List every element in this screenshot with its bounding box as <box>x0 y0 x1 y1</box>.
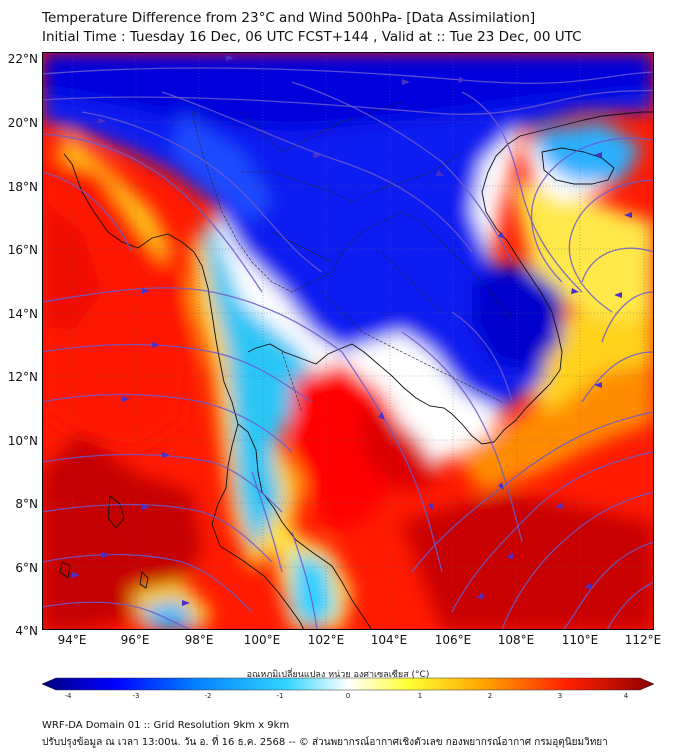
lon-label-110: 110°E <box>561 633 599 647</box>
lon-label-98: 98°E <box>184 633 214 647</box>
colorbar-tick: -2 <box>204 692 212 700</box>
map-frame <box>42 52 654 630</box>
colorbar-gradient <box>42 677 654 691</box>
temperature-field <box>42 52 654 630</box>
colorbar-tick: -1 <box>276 692 284 700</box>
lat-label-16: 16°N <box>7 243 38 257</box>
colorbar-tick: 4 <box>623 692 629 700</box>
colorbar-label: อุณหภูมิเปลี่ยนแปลง หน่วย องศาเซลเซียส (… <box>246 670 430 680</box>
lat-label-12: 12°N <box>7 370 38 384</box>
lon-label-102: 102°E <box>307 633 345 647</box>
lon-label-104: 104°E <box>370 633 408 647</box>
lat-label-18: 18°N <box>7 180 38 194</box>
footer-update-info: ปรับปรุงข้อมูล ณ เวลา 13:00น. วัน อ. ที่… <box>42 737 608 748</box>
colorbar-tick: 0 <box>345 692 351 700</box>
colorbar-tick: -3 <box>132 692 140 700</box>
lon-label-108: 108°E <box>497 633 535 647</box>
colorbar <box>42 677 654 691</box>
map-title: Temperature Difference from 23°C and Win… <box>42 10 536 26</box>
graticule <box>42 52 654 630</box>
wind-arrows <box>72 55 632 606</box>
lat-label-4: 4°N <box>15 624 38 638</box>
colorbar-tick: 1 <box>417 692 423 700</box>
colorbar-tick: 2 <box>487 692 493 700</box>
lat-label-10: 10°N <box>7 434 38 448</box>
lon-label-112: 112°E <box>624 633 662 647</box>
coastlines <box>59 111 654 630</box>
lon-label-96: 96°E <box>120 633 150 647</box>
footer-domain-info: WRF-DA Domain 01 :: Grid Resolution 9km … <box>42 720 290 731</box>
lat-label-8: 8°N <box>15 497 38 511</box>
lat-label-6: 6°N <box>15 561 38 575</box>
lon-label-106: 106°E <box>434 633 472 647</box>
lat-label-22: 22°N <box>7 52 38 66</box>
colorbar-tick: -4 <box>64 692 72 700</box>
lon-label-100: 100°E <box>243 633 281 647</box>
lon-label-94: 94°E <box>57 633 87 647</box>
wind-streamlines <box>42 67 654 630</box>
lat-label-20: 20°N <box>7 116 38 130</box>
map-subtitle: Initial Time : Tuesday 16 Dec, 06 UTC FC… <box>42 29 582 45</box>
lat-label-14: 14°N <box>7 307 38 321</box>
temperature-wind-map <box>42 52 654 630</box>
colorbar-tick: 3 <box>557 692 563 700</box>
